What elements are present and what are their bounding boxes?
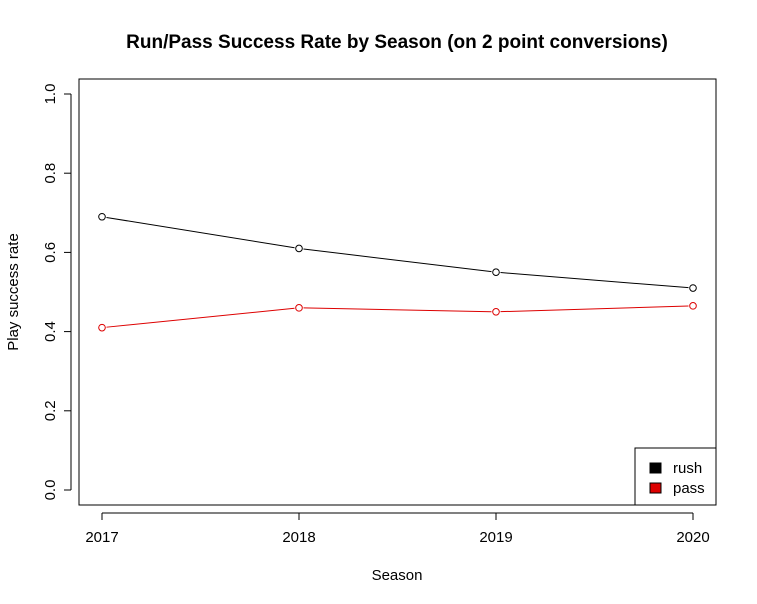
- y-tick-label: 0.8: [42, 163, 59, 184]
- chart-title: Run/Pass Success Rate by Season (on 2 po…: [126, 32, 668, 53]
- data-point-pass: [98, 323, 106, 332]
- series-line-pass: [303, 307, 492, 313]
- legend-swatch-pass: [649, 482, 662, 494]
- legend-label-pass: pass: [673, 480, 705, 497]
- x-tick-label: 2020: [676, 529, 709, 546]
- y-tick-label: 0.2: [42, 400, 59, 421]
- data-point-rush: [492, 268, 500, 277]
- data-point-rush: [689, 284, 697, 292]
- legend-box: [634, 447, 717, 506]
- x-tick-label: 2017: [85, 529, 118, 546]
- y-tick-label: 1.0: [42, 84, 59, 105]
- y-axis-label: Play success rate: [5, 233, 22, 351]
- series-line-pass: [500, 305, 689, 313]
- legend-swatch-rush: [649, 462, 662, 474]
- x-axis-label: Season: [372, 567, 423, 584]
- plot-area-frame: [78, 78, 717, 506]
- data-point-pass: [295, 304, 303, 312]
- x-tick-label: 2019: [479, 529, 512, 546]
- legend-label-rush: rush: [673, 460, 702, 477]
- data-point-rush: [98, 212, 106, 221]
- y-tick-label: 0.6: [42, 242, 59, 263]
- series-line-rush: [303, 248, 492, 273]
- series-line-rush: [500, 272, 689, 289]
- data-point-pass: [492, 308, 500, 316]
- y-tick-label: 0.4: [42, 321, 59, 342]
- data-point-rush: [295, 244, 303, 253]
- data-point-pass: [689, 302, 697, 310]
- series-pass: [98, 302, 697, 332]
- x-tick-label: 2018: [282, 529, 315, 546]
- y-tick-label: 0.0: [42, 480, 59, 501]
- series-layer: [98, 212, 697, 332]
- y-axis: 0.0 0.2 0.4 0.6 0.8 1.0: [42, 84, 72, 501]
- series-line-rush: [106, 216, 295, 249]
- x-axis: 2017 2018 2019 2020: [85, 512, 710, 546]
- legend: rush pass: [634, 447, 717, 506]
- series-line-pass: [106, 307, 295, 328]
- series-rush: [98, 212, 697, 292]
